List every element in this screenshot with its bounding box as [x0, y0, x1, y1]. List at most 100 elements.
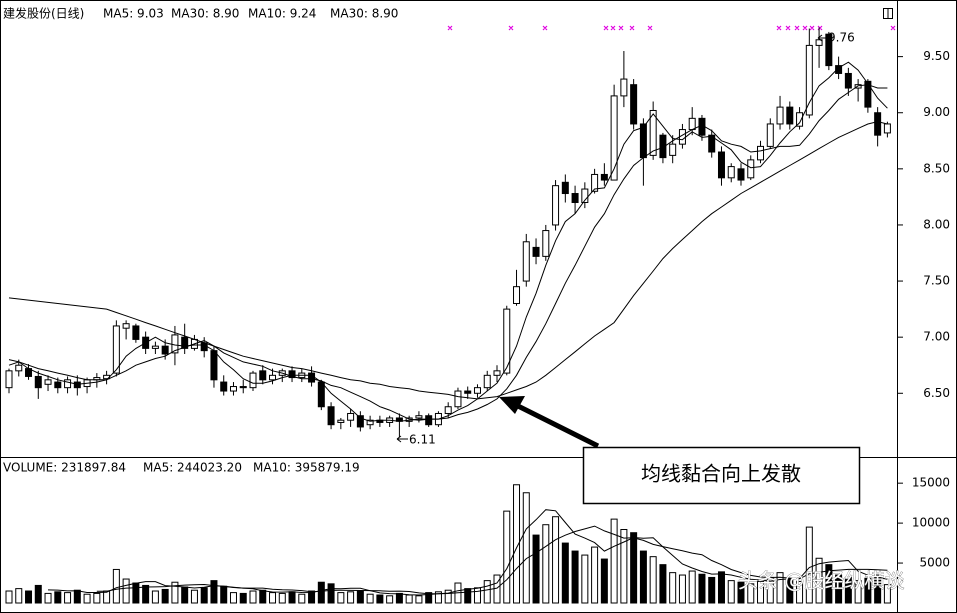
callout-box [582, 446, 861, 505]
volume-bar [405, 594, 413, 604]
volume-bar [542, 524, 550, 604]
y-tick-label: 9.50 [923, 49, 950, 63]
low-label: 6.11 [409, 433, 436, 447]
candle-body [796, 112, 804, 127]
volume-bar [444, 589, 452, 604]
volume-bar [181, 586, 189, 604]
candle-body [717, 151, 725, 179]
volume-bar [874, 574, 882, 604]
candle-body [581, 188, 589, 204]
volume-bar [337, 592, 345, 604]
plot: 6.50 7.00 7.50 8.00 8.50 9.00 9.50 5000 10000 150… [5, 27, 950, 604]
candle-body [503, 308, 511, 374]
candle-body [347, 412, 355, 421]
watermark: 头条 @股经纵横谈 [738, 569, 904, 593]
y-tick-label: 15000 [912, 476, 950, 490]
volume-bar [64, 592, 72, 604]
candle-body [54, 381, 62, 389]
volume-bar [532, 534, 540, 604]
legend-entry: MA10: 395879.19 [253, 461, 360, 475]
candle-body [513, 286, 521, 305]
candle-body [669, 143, 677, 156]
volume-bar [415, 595, 423, 604]
volume-bar [737, 581, 745, 604]
candle-body [483, 374, 491, 389]
ma-line [96, 525, 888, 595]
volume-bar [844, 576, 852, 604]
y-tick-label: 5000 [919, 556, 950, 570]
chart-title: 建发股份(日线) [3, 6, 84, 21]
candle-body [639, 123, 647, 159]
volume-bar [327, 583, 335, 604]
volume-bar [112, 568, 120, 604]
candle-body [542, 230, 550, 257]
volume-bar [610, 518, 618, 604]
volume-bar [73, 589, 81, 604]
volume-bar [698, 573, 706, 604]
candle-body [112, 325, 120, 374]
candle-body [776, 106, 784, 125]
volume-bar [249, 590, 257, 604]
candle-body [122, 323, 130, 329]
candle-body [737, 168, 745, 181]
candle-body [659, 134, 667, 159]
callout-arrowhead [499, 396, 525, 414]
volume-bar [395, 592, 403, 604]
ma-line [8, 61, 888, 422]
volume-bar [639, 550, 647, 604]
candle-body [620, 78, 628, 97]
candle-body [132, 325, 140, 340]
legend-entry: MA30: 8.90 [330, 7, 398, 21]
volume-bar [269, 592, 277, 604]
candle-body [327, 406, 335, 426]
candle-body [473, 387, 481, 394]
volume-bar [571, 550, 579, 604]
candle-body [444, 406, 452, 414]
volume-bar [630, 532, 638, 604]
volume-bar [600, 558, 608, 604]
volume-bar [122, 578, 130, 604]
candle-body [229, 386, 237, 392]
volume-bar [356, 590, 364, 604]
candle-body [415, 415, 423, 419]
candle-body [766, 123, 774, 147]
legend-entry: MA5: 9.03 [103, 7, 164, 21]
y-tick-label: 8.50 [923, 161, 950, 175]
candle-body [425, 415, 433, 426]
low-arrow [396, 435, 408, 443]
volume-bar [15, 588, 23, 604]
candle-body [883, 123, 891, 134]
volume-bar [864, 577, 872, 604]
signal-marks [447, 25, 896, 31]
y-tick-label: 7.00 [923, 330, 950, 344]
candle-body [532, 246, 540, 257]
volume-bar [347, 591, 355, 604]
volume-bar [678, 574, 686, 604]
candle-body [825, 33, 833, 67]
volume-bar [34, 584, 42, 604]
volume-bar [522, 492, 530, 604]
volume-bar [83, 593, 91, 604]
volume-bar [854, 580, 862, 604]
candle-body [454, 390, 462, 408]
volume-bar [669, 572, 677, 604]
candle-body [34, 375, 42, 389]
volume-bar [552, 516, 560, 604]
volume-bar [44, 592, 52, 604]
volume-bar [190, 589, 198, 604]
volume-bar [366, 593, 374, 604]
candle-body [73, 381, 81, 389]
volume-bar [591, 546, 599, 604]
volume-bar [259, 589, 267, 604]
high-label: 9.76 [828, 31, 855, 45]
volume-bar [747, 583, 755, 604]
candle-body [708, 134, 716, 153]
candle-body [815, 39, 823, 46]
candle-body [561, 181, 569, 195]
candle-body [464, 390, 472, 394]
volume-bar [386, 595, 394, 604]
candle-body [181, 336, 189, 349]
